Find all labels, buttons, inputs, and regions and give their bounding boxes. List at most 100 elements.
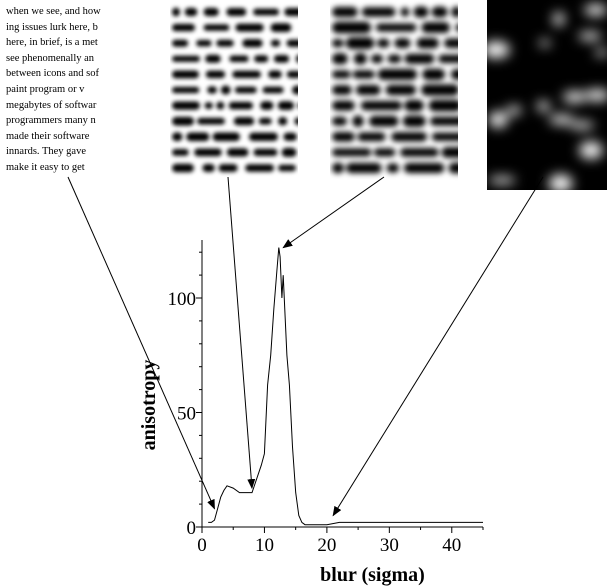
blob: [332, 162, 344, 174]
blob: [346, 162, 382, 174]
blob: [294, 117, 298, 125]
blob: [281, 147, 297, 157]
blob: [216, 39, 234, 47]
panel-blur-medium: [330, 0, 458, 190]
blob: [245, 164, 275, 172]
blob: [421, 84, 458, 96]
blob: [444, 38, 458, 49]
panel-blur-small: [170, 0, 298, 190]
plot-area: 0 10 20 30 40 0 50 100 blur (sigma) anisotropy: [138, 240, 484, 586]
blob: [455, 23, 458, 32]
blob: [203, 24, 230, 31]
series-line-anisotropy: [208, 247, 483, 526]
blob: [270, 23, 292, 32]
text-line: see phenomenally an: [6, 52, 95, 64]
blob: [202, 164, 215, 172]
blob: [172, 70, 199, 79]
blob: [421, 22, 450, 34]
blob: [353, 52, 367, 65]
blob: [506, 106, 522, 115]
blob: [220, 85, 231, 95]
text-line: between icons and sof: [6, 68, 100, 80]
blob: [283, 132, 297, 141]
annotation-arrows: [67, 176, 544, 517]
blob: [172, 39, 189, 47]
text-line: megabytes of softwar: [6, 99, 97, 111]
x-tick-label: 10: [255, 535, 274, 556]
blob: [292, 85, 298, 95]
blob: [253, 148, 278, 157]
blob: [549, 115, 574, 125]
text-line: programmers many n: [6, 115, 96, 127]
panel-blur-large: [487, 0, 607, 190]
blob: [548, 174, 573, 190]
blob: [226, 148, 249, 157]
y-tick-label: 50: [177, 404, 196, 425]
blob: [197, 117, 225, 125]
blob: [203, 7, 219, 17]
blob: [387, 54, 402, 63]
blob: [488, 176, 516, 184]
annotation-arrow: [332, 176, 544, 517]
blob: [345, 37, 375, 50]
blob: [357, 132, 386, 142]
blob: [431, 6, 448, 18]
annotation-arrow: [227, 176, 256, 490]
blob: [277, 101, 295, 110]
blob: [186, 132, 210, 142]
blob: [377, 68, 418, 80]
blob: [352, 70, 375, 79]
blob: [332, 21, 372, 34]
blob: [579, 141, 603, 159]
blob: [430, 116, 458, 126]
blob: [172, 163, 194, 173]
text-line: innards. They gave: [6, 146, 86, 158]
text-line: here, in brief, is a met: [6, 37, 98, 49]
y-tick-label: 0: [187, 518, 197, 539]
y-tick-label: 100: [168, 289, 197, 310]
blob: [584, 89, 607, 101]
x-axis-label: blur (sigma): [320, 564, 425, 586]
blob: [375, 23, 417, 32]
blob: [403, 162, 445, 174]
blob: [537, 101, 550, 112]
blob: [332, 85, 352, 95]
blob: [229, 55, 249, 63]
text-line: ing issues lurk here, b: [6, 21, 98, 33]
blob: [451, 6, 458, 18]
blob: [332, 116, 348, 126]
blob: [253, 8, 280, 16]
blob: [268, 70, 282, 79]
blob: [400, 148, 439, 157]
blob: [416, 37, 439, 49]
blob: [172, 116, 195, 126]
x-tick-label: 0: [197, 535, 207, 556]
blob: [400, 7, 410, 17]
blob: [332, 100, 355, 111]
blob: [402, 115, 426, 127]
blob: [450, 69, 458, 80]
blob: [332, 6, 358, 18]
blob: [448, 162, 458, 174]
blob: [172, 86, 200, 94]
blob: [373, 148, 396, 157]
blob: [233, 117, 255, 126]
blob: [413, 6, 429, 18]
blob: [422, 68, 446, 81]
blob: [172, 7, 181, 17]
blob: [553, 12, 565, 26]
blob: [205, 70, 226, 79]
text-line: when we see, and how: [6, 6, 101, 17]
blob: [172, 149, 189, 156]
text-line: made their software: [6, 130, 90, 142]
blob: [352, 115, 364, 128]
blob: [234, 86, 257, 94]
blob: [242, 39, 263, 48]
blob: [539, 39, 551, 47]
blob: [428, 99, 458, 112]
blob: [172, 55, 200, 62]
x-tick-label: 30: [380, 535, 399, 556]
blob: [216, 101, 225, 110]
panel-original-text: when we see, and how ing issues lurk here…: [0, 0, 150, 190]
